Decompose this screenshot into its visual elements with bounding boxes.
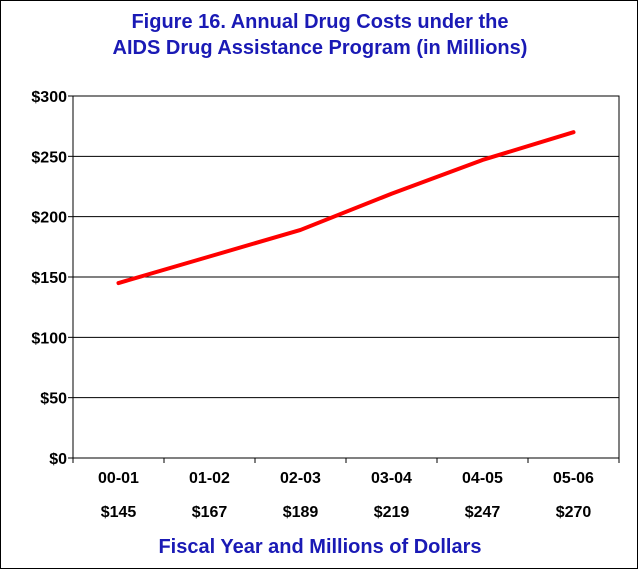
x-tick-label: 03-04: [371, 470, 412, 487]
x-tick-label: 05-06: [553, 470, 594, 487]
chart-title-line-1: Figure 16. Annual Drug Costs under the: [131, 11, 509, 33]
y-tick-label: $200: [31, 210, 67, 227]
data-point-2: [300, 229, 301, 231]
data-point-0: [118, 282, 119, 284]
x-value-label: $167: [192, 504, 228, 521]
y-tick-label: $150: [31, 270, 67, 287]
x-tick-label: 01-02: [189, 470, 230, 487]
y-tick-label: $0: [49, 451, 67, 468]
y-tick-label: $250: [31, 149, 67, 166]
data-point-3: [391, 193, 392, 195]
data-point-1: [209, 255, 210, 257]
x-value-label: $145: [101, 504, 137, 521]
y-tick-label: $50: [40, 391, 67, 408]
x-tick-label: 00-01: [98, 470, 139, 487]
x-value-label: $189: [283, 504, 319, 521]
x-axis-title: Fiscal Year and Millions of Dollars: [158, 536, 482, 558]
x-value-label: $247: [465, 504, 501, 521]
x-tick-label: 04-05: [462, 470, 503, 487]
y-tick-label: $100: [31, 330, 67, 347]
x-value-label: $219: [374, 504, 410, 521]
y-tick-label: $300: [31, 89, 67, 106]
x-tick-label: 02-03: [280, 470, 321, 487]
x-value-label: $270: [556, 504, 592, 521]
data-point-5: [573, 131, 574, 133]
data-point-4: [482, 159, 483, 161]
chart-title: Figure 16. Annual Drug Costs under the A…: [1, 9, 638, 61]
chart-title-line-2: AIDS Drug Assistance Program (in Million…: [112, 37, 528, 59]
series-line-0: [116, 130, 576, 286]
